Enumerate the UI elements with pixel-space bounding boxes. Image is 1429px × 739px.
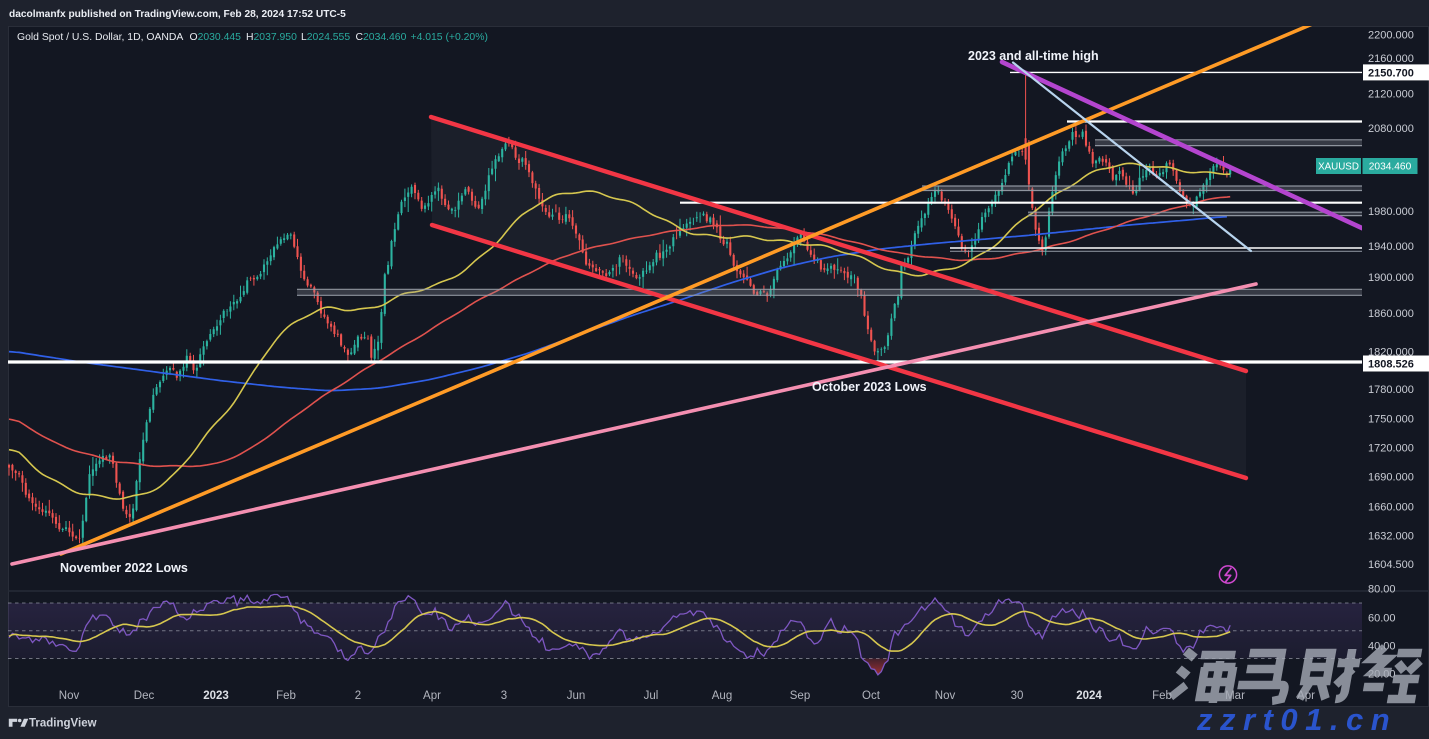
svg-text:1808.526: 1808.526 xyxy=(1368,359,1414,371)
svg-text:2024: 2024 xyxy=(1076,690,1102,702)
svg-text:1720.000: 1720.000 xyxy=(1368,443,1414,455)
svg-text:1860.000: 1860.000 xyxy=(1368,308,1414,320)
svg-text:Gold Spot / U.S. Dollar, 1D, O: Gold Spot / U.S. Dollar, 1D, OANDA xyxy=(17,32,183,43)
svg-text:+4.015 (+0.20%): +4.015 (+0.20%) xyxy=(411,32,488,43)
svg-text:1690.000: 1690.000 xyxy=(1368,472,1414,484)
svg-text:60.00: 60.00 xyxy=(1368,613,1396,625)
svg-text:2: 2 xyxy=(355,690,361,702)
svg-text:2023 and all-time high: 2023 and all-time high xyxy=(968,49,1099,63)
svg-text:O2030.445: O2030.445 xyxy=(190,32,242,43)
svg-text:C2034.460: C2034.460 xyxy=(356,32,407,43)
svg-text:1750.000: 1750.000 xyxy=(1368,414,1414,426)
svg-text:Dec: Dec xyxy=(134,690,155,702)
svg-text:1900.000: 1900.000 xyxy=(1368,272,1414,284)
svg-text:Feb: Feb xyxy=(276,690,296,702)
svg-text:3: 3 xyxy=(501,690,507,702)
svg-text:1940.000: 1940.000 xyxy=(1368,241,1414,253)
svg-text:1632.000: 1632.000 xyxy=(1368,531,1414,543)
svg-text:2023: 2023 xyxy=(203,690,229,702)
svg-text:1980.000: 1980.000 xyxy=(1368,206,1414,218)
svg-text:Jul: Jul xyxy=(644,690,659,702)
svg-text:Oct: Oct xyxy=(862,690,881,702)
svg-text:Aug: Aug xyxy=(712,690,732,702)
svg-text:2080.000: 2080.000 xyxy=(1368,123,1414,135)
svg-text:L2024.555: L2024.555 xyxy=(301,32,350,43)
svg-text:TradingView: TradingView xyxy=(29,718,97,730)
svg-text:Apr: Apr xyxy=(423,690,441,702)
svg-text:2160.000: 2160.000 xyxy=(1368,53,1414,65)
svg-text:November 2022 Lows: November 2022 Lows xyxy=(60,561,188,575)
svg-text:XAUUSD: XAUUSD xyxy=(1318,162,1359,173)
svg-text:1604.500: 1604.500 xyxy=(1368,559,1414,571)
svg-text:1660.000: 1660.000 xyxy=(1368,502,1414,514)
svg-text:2120.000: 2120.000 xyxy=(1368,89,1414,101)
svg-text:Jun: Jun xyxy=(567,690,586,702)
svg-text:Feb: Feb xyxy=(1152,690,1172,702)
svg-text:H2037.950: H2037.950 xyxy=(246,32,297,43)
svg-text:zzrt01.cn: zzrt01.cn xyxy=(1196,702,1397,737)
svg-text:Nov: Nov xyxy=(59,690,80,702)
svg-text:2150.700: 2150.700 xyxy=(1368,67,1414,79)
svg-text:Sep: Sep xyxy=(790,690,810,702)
svg-text:2200.000: 2200.000 xyxy=(1368,29,1414,41)
svg-text:2034.460: 2034.460 xyxy=(1369,162,1412,173)
svg-text:1780.000: 1780.000 xyxy=(1368,384,1414,396)
svg-text:dacolmanfx published on Tradin: dacolmanfx published on TradingView.com,… xyxy=(9,9,346,20)
svg-text:October 2023 Lows: October 2023 Lows xyxy=(812,380,927,394)
svg-text:80.00: 80.00 xyxy=(1368,584,1396,596)
svg-text:30: 30 xyxy=(1011,690,1024,702)
svg-text:Nov: Nov xyxy=(935,690,956,702)
